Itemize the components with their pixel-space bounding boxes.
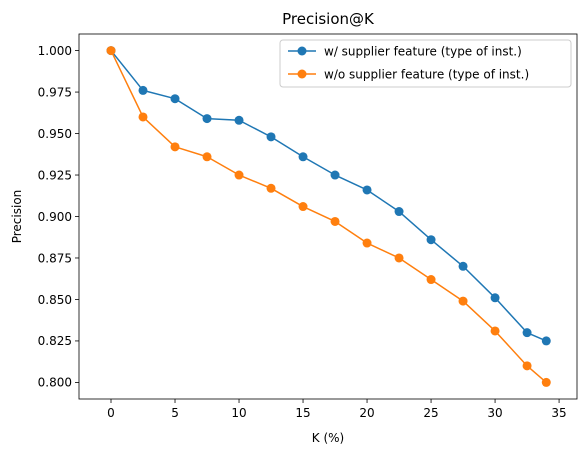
x-tick-label: 10	[231, 406, 246, 420]
series-1-point	[394, 207, 404, 217]
series-1-point	[362, 185, 372, 195]
series-2-point	[138, 112, 148, 122]
series-layer	[106, 46, 551, 387]
legend-label: w/o supplier feature (type of inst.)	[324, 67, 529, 81]
legend-item: w/ supplier feature (type of inst.)	[288, 44, 522, 58]
y-tick-label: 0.825	[38, 334, 72, 348]
series-1-point	[138, 85, 148, 95]
series-2-point	[202, 152, 212, 162]
x-tick-label: 25	[423, 406, 438, 420]
legend-marker-swatch	[297, 46, 307, 56]
series-2-point	[170, 142, 180, 152]
series-2-point	[330, 216, 340, 226]
series-2-point	[298, 202, 308, 212]
series-2-point	[362, 238, 372, 248]
series-2-point	[394, 253, 404, 263]
legend-marker-swatch	[297, 69, 307, 79]
series-1-point	[202, 114, 212, 124]
x-tick-label: 5	[171, 406, 179, 420]
legend-item: w/o supplier feature (type of inst.)	[288, 67, 529, 81]
series-2-point	[541, 377, 551, 387]
x-tick-label: 30	[487, 406, 502, 420]
y-tick-label: 0.850	[38, 293, 72, 307]
series-1-point	[266, 132, 276, 142]
legend-label: w/ supplier feature (type of inst.)	[324, 44, 522, 58]
series-2-point	[266, 183, 276, 193]
series-2-point	[490, 326, 500, 336]
series-1-point	[541, 336, 551, 346]
series-2-point	[458, 296, 468, 306]
y-tick-label: 0.925	[38, 168, 72, 182]
x-tick-label: 35	[551, 406, 566, 420]
y-tick-label: 0.800	[38, 376, 72, 390]
legend-box	[279, 39, 572, 88]
series-1-point	[426, 235, 436, 245]
x-tick-label: 0	[107, 406, 115, 420]
series-1-point	[234, 115, 244, 125]
y-tick-label: 0.975	[38, 85, 72, 99]
y-tick-label: 0.875	[38, 251, 72, 265]
y-tick-label: 0.950	[38, 127, 72, 141]
series-1-point	[522, 328, 532, 338]
legend: w/ supplier feature (type of inst.) w/o s…	[279, 39, 572, 88]
y-axis-title: Precision	[10, 190, 24, 244]
series-1-point	[298, 152, 308, 162]
series-1-point	[330, 170, 340, 180]
series-2-point	[106, 46, 116, 56]
series-2-point	[522, 361, 532, 371]
y-tick-label: 0.900	[38, 210, 72, 224]
chart-title: Precision@K	[282, 10, 375, 28]
y-tick-label: 1.000	[38, 44, 72, 58]
series-2-point	[234, 170, 244, 180]
series-1	[106, 46, 551, 346]
series-1-point	[458, 261, 468, 271]
series-1-point	[170, 94, 180, 104]
y-axis: 0.800 0.825 0.850 0.875 0.900 0.925 0.950 0.975…	[38, 44, 79, 390]
series-2-point	[426, 275, 436, 285]
x-axis-title: K (%)	[312, 431, 344, 445]
series-1-point	[490, 293, 500, 303]
x-tick-label: 15	[295, 406, 310, 420]
x-axis: 0 5 10 15 20 25 30 35	[107, 399, 567, 420]
x-tick-label: 20	[359, 406, 374, 420]
series-2	[106, 46, 551, 387]
